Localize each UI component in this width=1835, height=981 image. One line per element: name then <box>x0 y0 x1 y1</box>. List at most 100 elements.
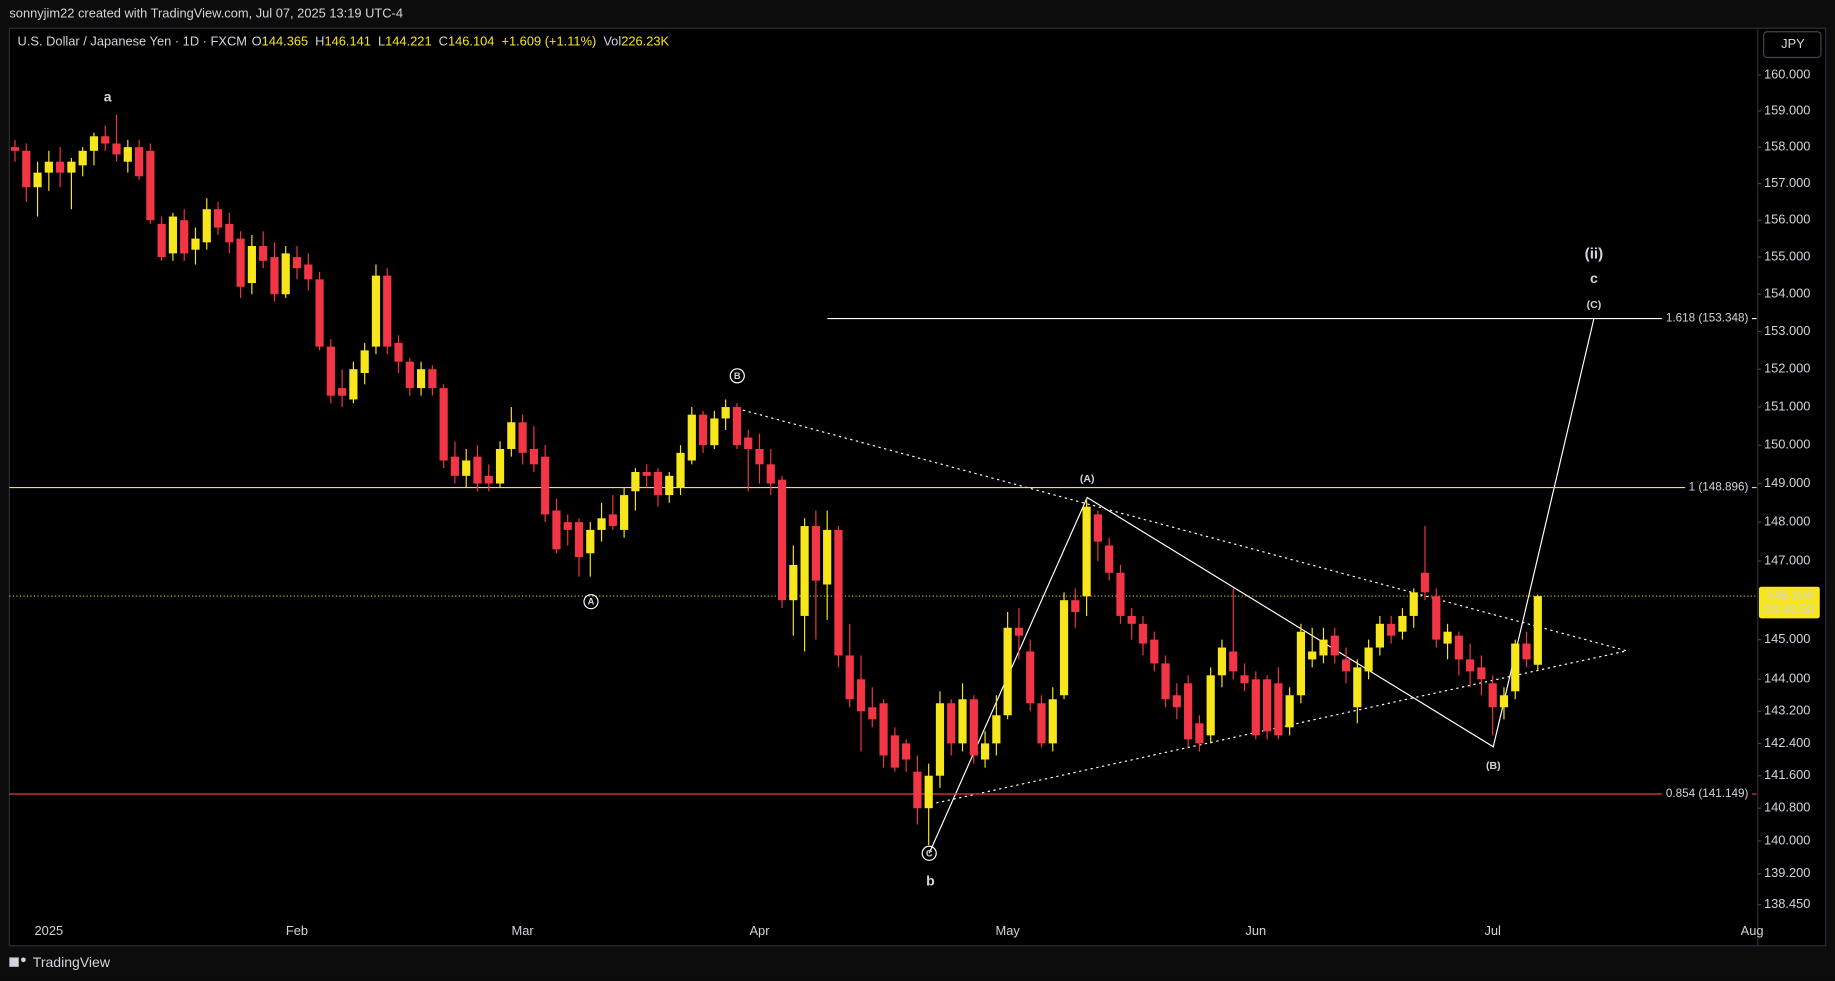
y-tick-label: 144.000 <box>1764 671 1810 686</box>
candle-body <box>1443 631 1452 644</box>
candle-body <box>10 147 20 151</box>
candle-body <box>428 369 437 389</box>
fib-label: 1.618 (153.348) <box>1666 312 1749 325</box>
y-tick-label: 149.000 <box>1764 475 1810 490</box>
candle-body <box>450 456 460 476</box>
candle-body <box>507 422 516 449</box>
candle-body <box>529 448 538 465</box>
candle-body <box>665 475 674 496</box>
candle-body <box>653 472 663 496</box>
candle-body <box>1161 663 1170 700</box>
candle-body <box>1409 592 1418 616</box>
currency-button[interactable] <box>1763 31 1822 59</box>
candle-body <box>44 161 53 173</box>
candle-body <box>631 472 640 492</box>
y-tick-label: 139.200 <box>1764 865 1810 880</box>
candle-body <box>1229 651 1238 672</box>
candle-body <box>1240 675 1249 684</box>
candle-body <box>146 150 155 221</box>
legend-value: 146.141 <box>324 34 370 49</box>
candle-body <box>56 161 65 173</box>
candle-body <box>168 216 178 254</box>
candle-body <box>777 479 787 601</box>
candle-body <box>236 238 245 287</box>
candle-body <box>462 460 471 476</box>
candle-body <box>890 735 899 768</box>
candle-body <box>1522 643 1531 660</box>
wave-label: c <box>1590 270 1598 286</box>
candle-body <box>1184 683 1193 740</box>
candle-body <box>112 143 121 155</box>
y-tick-label: 156.000 <box>1764 212 1810 227</box>
wave-circle <box>583 594 599 610</box>
candle-body <box>620 495 629 530</box>
y-tick-label: 151.000 <box>1764 398 1810 413</box>
candle-body <box>394 342 403 362</box>
y-tick-label: 143.200 <box>1764 703 1810 718</box>
candle-body <box>1387 623 1396 636</box>
candle-body <box>721 407 730 419</box>
candle-body <box>1488 683 1497 708</box>
footer-logo[interactable]: TradingView <box>9 954 111 970</box>
candle-body <box>969 699 978 756</box>
candle-body <box>980 743 990 760</box>
candle-body <box>935 703 945 776</box>
candle-body <box>191 238 200 250</box>
candle-body <box>360 350 369 373</box>
candle-body <box>676 452 685 488</box>
candle-body <box>416 369 426 389</box>
y-tick-label: 152.000 <box>1764 361 1810 376</box>
x-tick-label: 2025 <box>35 923 64 938</box>
wave-label: a <box>104 89 112 105</box>
triangle-upper <box>737 408 1627 652</box>
candle-body <box>789 564 798 601</box>
candle-body <box>698 414 708 446</box>
candle-body <box>687 414 696 461</box>
candle-body <box>879 703 888 756</box>
candle-body <box>1353 667 1362 708</box>
candle-body <box>1466 659 1475 672</box>
triangle-lower <box>936 650 1627 804</box>
x-tick-label: Jun <box>1245 923 1266 938</box>
candle-body <box>856 679 866 712</box>
candle-body <box>315 279 324 347</box>
candle-body <box>958 699 967 744</box>
candle-body <box>811 526 820 581</box>
x-tick-label: Mar <box>512 923 535 938</box>
y-tick-label: 155.000 <box>1764 249 1810 264</box>
candle-body <box>1274 683 1283 736</box>
candle-body <box>1026 651 1035 704</box>
candle-body <box>1319 639 1328 656</box>
candle-body <box>1308 651 1317 660</box>
candle-body <box>101 136 110 144</box>
candle-body <box>924 775 933 809</box>
candle-body <box>157 223 166 258</box>
y-tick-label: 141.600 <box>1764 767 1810 782</box>
credit: sonnyjim22 created with TradingView.com,… <box>9 6 403 21</box>
fib-label: 0.854 (141.149) <box>1666 787 1749 800</box>
wave-label: (ii) <box>1585 246 1604 263</box>
candle-body <box>1105 545 1114 573</box>
fib-label: 1 (148.896) <box>1689 481 1749 494</box>
legend-value: 144.221 <box>385 34 431 49</box>
legend-key: C <box>439 34 448 49</box>
wave-label: (A) <box>1080 473 1095 485</box>
legend-key: L <box>378 34 385 49</box>
candle-body <box>552 510 561 550</box>
legend-value: 146.104 <box>448 34 494 49</box>
y-tick-label: 145.000 <box>1764 631 1810 646</box>
candle-body <box>845 655 854 700</box>
candle-body <box>1116 572 1125 616</box>
currency-label[interactable]: JPY <box>1781 36 1805 51</box>
wave-label: (C) <box>1587 299 1602 311</box>
candle-body <box>1511 643 1520 692</box>
legend-value: +1.609 (+1.11%) <box>501 34 596 49</box>
x-tick-label: May <box>995 923 1020 938</box>
candle-body <box>586 529 595 554</box>
x-tick-label: Jul <box>1484 923 1500 938</box>
legend: U.S. Dollar / Japanese Yen · 1D · FXCM O1… <box>18 34 670 49</box>
candle-body <box>868 707 877 720</box>
y-tick-label: 158.000 <box>1764 139 1810 154</box>
